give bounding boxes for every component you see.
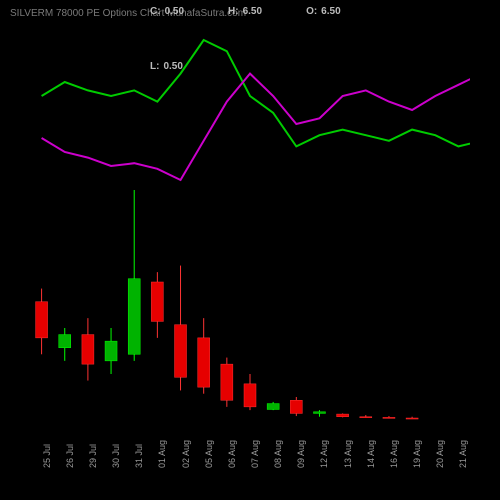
x-axis-label: 08 Aug <box>273 440 283 468</box>
ohlc-high: H: 6.50 <box>228 6 262 17</box>
candle-body <box>82 335 94 365</box>
candle-body <box>36 302 48 338</box>
x-axis-label: 20 Aug <box>435 440 445 468</box>
x-axis: 25 Jul 26 Jul 29 Jul 30 Jul 31 Jul 01 Aug 02 A… <box>30 430 470 490</box>
candle-body <box>244 384 256 407</box>
candle-body <box>105 341 117 361</box>
candle-body <box>337 414 349 417</box>
x-axis-label: 07 Aug <box>250 440 260 468</box>
candle-body <box>290 400 302 413</box>
candle-body <box>221 364 233 400</box>
ohlc-close: C: 0.50 <box>150 6 184 17</box>
x-axis-label: 26 Jul <box>65 444 75 468</box>
x-axis-label: 14 Aug <box>366 440 376 468</box>
x-axis-label: 09 Aug <box>296 440 306 468</box>
ohlc-open: O: 6.50 <box>306 6 341 17</box>
candle-body <box>151 282 163 321</box>
x-axis-label: 01 Aug <box>157 440 167 468</box>
candle-body <box>360 417 372 418</box>
x-axis-label: 16 Aug <box>389 440 399 468</box>
x-axis-label: 21 Aug <box>458 440 468 468</box>
ohlc-o-label: O: <box>306 6 317 17</box>
candle-body <box>128 279 140 355</box>
chart-plot <box>30 30 470 420</box>
x-axis-label: 30 Jul <box>111 444 121 468</box>
ohlc-o-value: 6.50 <box>321 6 340 17</box>
candle-body <box>175 325 187 378</box>
x-axis-label: 19 Aug <box>412 440 422 468</box>
indicator-line-green <box>42 40 470 146</box>
x-axis-label: 29 Jul <box>88 444 98 468</box>
chart-svg <box>30 30 470 420</box>
chart-root: SILVERM 78000 PE Options Chart MunafaSut… <box>0 0 500 500</box>
title-type: PE Options <box>87 8 138 19</box>
indicator-line-magenta <box>42 74 470 180</box>
candle-body <box>198 338 210 387</box>
x-axis-label: 06 Aug <box>227 440 237 468</box>
ohlc-c-label: C: <box>150 6 161 17</box>
x-axis-label: 31 Jul <box>134 444 144 468</box>
ohlc-h-label: H: <box>228 6 239 17</box>
candle-body <box>59 335 71 348</box>
x-axis-label: 02 Aug <box>181 440 191 468</box>
x-axis-label: 05 Aug <box>204 440 214 468</box>
candle-body <box>313 412 325 414</box>
ohlc-c-value: 0.50 <box>165 6 184 17</box>
candle-body <box>267 404 279 410</box>
x-axis-label: 12 Aug <box>319 440 329 468</box>
candle-body <box>383 417 395 418</box>
x-axis-label: 25 Jul <box>42 444 52 468</box>
title-symbol: SILVERM 78000 <box>10 8 84 19</box>
ohlc-h-value: 6.50 <box>243 6 262 17</box>
candle-body <box>406 418 418 419</box>
x-axis-label: 13 Aug <box>343 440 353 468</box>
